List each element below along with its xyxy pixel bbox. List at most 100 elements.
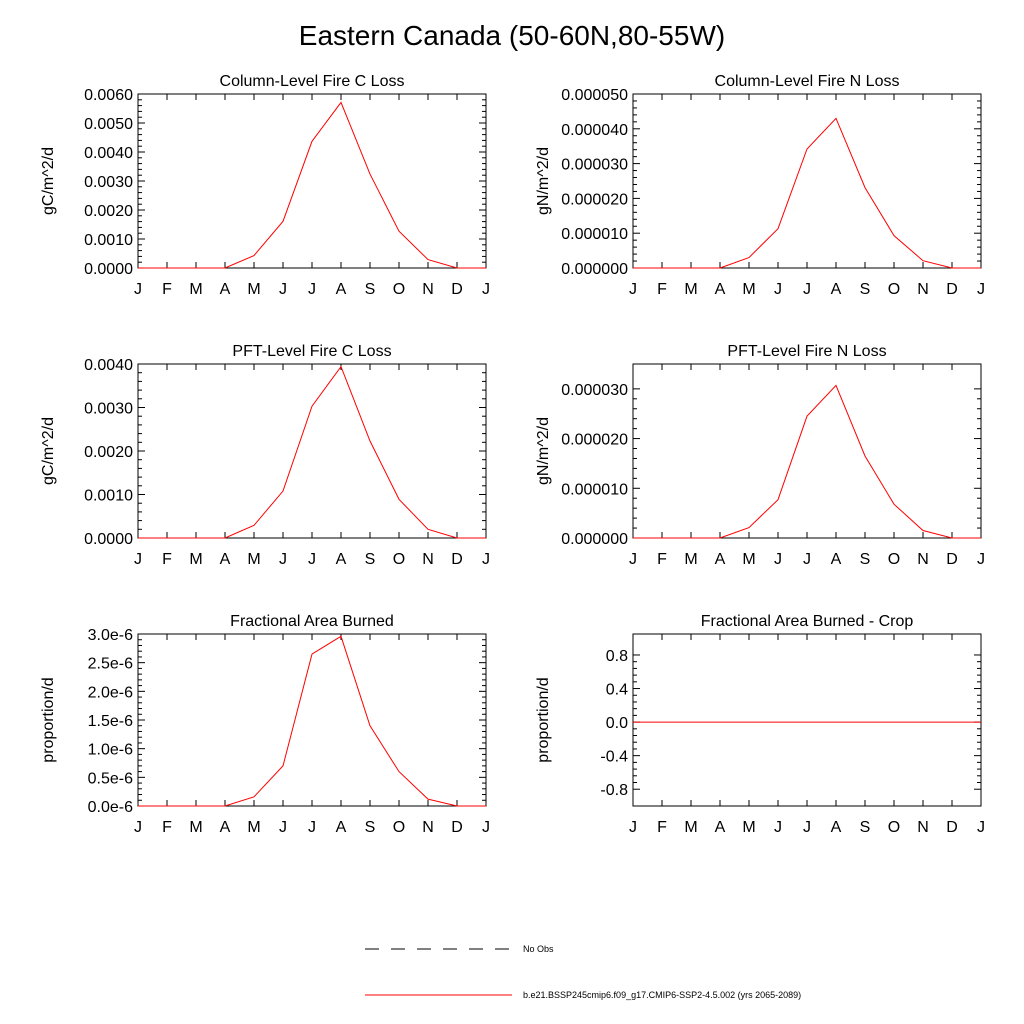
x-tick-label: D: [451, 551, 463, 568]
y-tick-label: 1.0e-6: [88, 742, 133, 759]
x-tick-label: M: [684, 819, 697, 836]
y-tick-label: 0.0040: [84, 357, 133, 374]
x-tick-label: N: [422, 551, 434, 568]
y-axis-label: gC/m^2/d: [40, 147, 57, 215]
series-line: [138, 635, 486, 807]
y-tick-label: 0.0020: [84, 203, 133, 220]
y-tick-label: 0.000010: [561, 226, 628, 243]
x-tick-label: S: [860, 281, 871, 298]
x-tick-label: A: [220, 551, 231, 568]
plot-frame: [137, 93, 487, 269]
chart-panel-6: Fractional Area Burned - Crop proportion/…: [535, 613, 985, 836]
y-tick-label: 0.000050: [561, 87, 628, 104]
y-tick-label: 0.0: [606, 715, 628, 732]
chart-title: Column-Level Fire C Loss: [220, 73, 405, 90]
plot-frame: [137, 363, 487, 539]
x-tick-label: J: [629, 819, 637, 836]
y-tick-label: 0.000030: [561, 157, 628, 174]
x-tick-label: F: [657, 551, 667, 568]
y-tick-label: 0.0000: [84, 261, 133, 278]
x-tick-label: F: [162, 819, 172, 836]
x-tick-label: M: [742, 819, 755, 836]
y-tick-label: 0.000000: [561, 531, 628, 548]
x-tick-label: A: [715, 551, 726, 568]
y-tick-label: 0.5e-6: [88, 770, 133, 787]
y-tick-label: 0.0060: [84, 87, 133, 104]
x-tick-label: J: [803, 281, 811, 298]
x-tick-label: J: [482, 551, 490, 568]
series-line: [138, 365, 486, 539]
x-tick-label: D: [946, 551, 958, 568]
x-tick-label: O: [393, 281, 405, 298]
y-axis-label: gN/m^2/d: [535, 417, 552, 485]
x-tick-label: F: [657, 819, 667, 836]
legend: No Obs b.e21.BSSP245cmip6.f09_g17.CMIP6-…: [365, 944, 801, 1000]
x-tick-label: J: [308, 551, 316, 568]
x-tick-label: A: [715, 281, 726, 298]
x-tick-label: D: [451, 819, 463, 836]
x-tick-label: A: [220, 819, 231, 836]
x-tick-label: O: [393, 551, 405, 568]
page-title: Eastern Canada (50-60N,80-55W): [298, 20, 726, 51]
x-tick-label: M: [247, 551, 260, 568]
y-axis-label: proportion/d: [40, 677, 57, 762]
x-tick-label: O: [888, 819, 900, 836]
x-tick-label: N: [422, 819, 434, 836]
x-tick-label: M: [189, 281, 202, 298]
chart-title: PFT-Level Fire C Loss: [232, 343, 391, 360]
x-tick-label: N: [422, 281, 434, 298]
x-tick-label: F: [657, 281, 667, 298]
x-tick-label: J: [279, 819, 287, 836]
x-tick-label: M: [684, 551, 697, 568]
x-tick-label: O: [393, 819, 405, 836]
x-tick-label: A: [336, 819, 347, 836]
x-tick-label: J: [629, 281, 637, 298]
x-tick-label: O: [888, 281, 900, 298]
y-tick-label: 0.0020: [84, 444, 133, 461]
y-tick-label: 0.0000: [84, 531, 133, 548]
x-tick-label: A: [831, 819, 842, 836]
chart-title: Fractional Area Burned: [230, 613, 394, 630]
y-tick-label: 0.0010: [84, 488, 133, 505]
x-tick-label: D: [451, 281, 463, 298]
y-tick-label: -0.4: [600, 749, 628, 766]
y-tick-label: -0.8: [600, 782, 628, 799]
y-tick-label: 0.0010: [84, 232, 133, 249]
x-tick-label: M: [247, 819, 260, 836]
x-tick-label: J: [134, 551, 142, 568]
y-tick-label: 0.0030: [84, 174, 133, 191]
x-tick-label: A: [336, 551, 347, 568]
x-tick-label: J: [774, 281, 782, 298]
legend-model-label: b.e21.BSSP245cmip6.f09_g17.CMIP6-SSP2-4.…: [523, 990, 801, 1000]
plot-frame: [632, 363, 982, 539]
x-tick-label: J: [803, 551, 811, 568]
y-tick-label: 0.4: [606, 682, 628, 699]
y-tick-label: 0.8: [606, 648, 628, 665]
x-tick-label: J: [279, 281, 287, 298]
y-axis-label: gC/m^2/d: [40, 417, 57, 485]
plot-frame: [137, 633, 487, 807]
x-tick-label: S: [860, 819, 871, 836]
x-tick-label: M: [189, 551, 202, 568]
series-line: [633, 117, 981, 269]
x-tick-label: S: [860, 551, 871, 568]
x-tick-label: M: [684, 281, 697, 298]
x-tick-label: N: [917, 551, 929, 568]
x-tick-label: A: [831, 281, 842, 298]
chart-title: Fractional Area Burned - Crop: [701, 613, 914, 630]
series-line: [138, 101, 486, 269]
y-tick-label: 3.0e-6: [88, 627, 133, 644]
series-line: [633, 384, 981, 539]
x-tick-label: N: [917, 819, 929, 836]
y-tick-label: 0.000020: [561, 191, 628, 208]
y-tick-label: 0.0030: [84, 401, 133, 418]
y-tick-label: 2.0e-6: [88, 684, 133, 701]
x-tick-label: J: [803, 819, 811, 836]
x-tick-label: J: [134, 819, 142, 836]
x-tick-label: D: [946, 281, 958, 298]
